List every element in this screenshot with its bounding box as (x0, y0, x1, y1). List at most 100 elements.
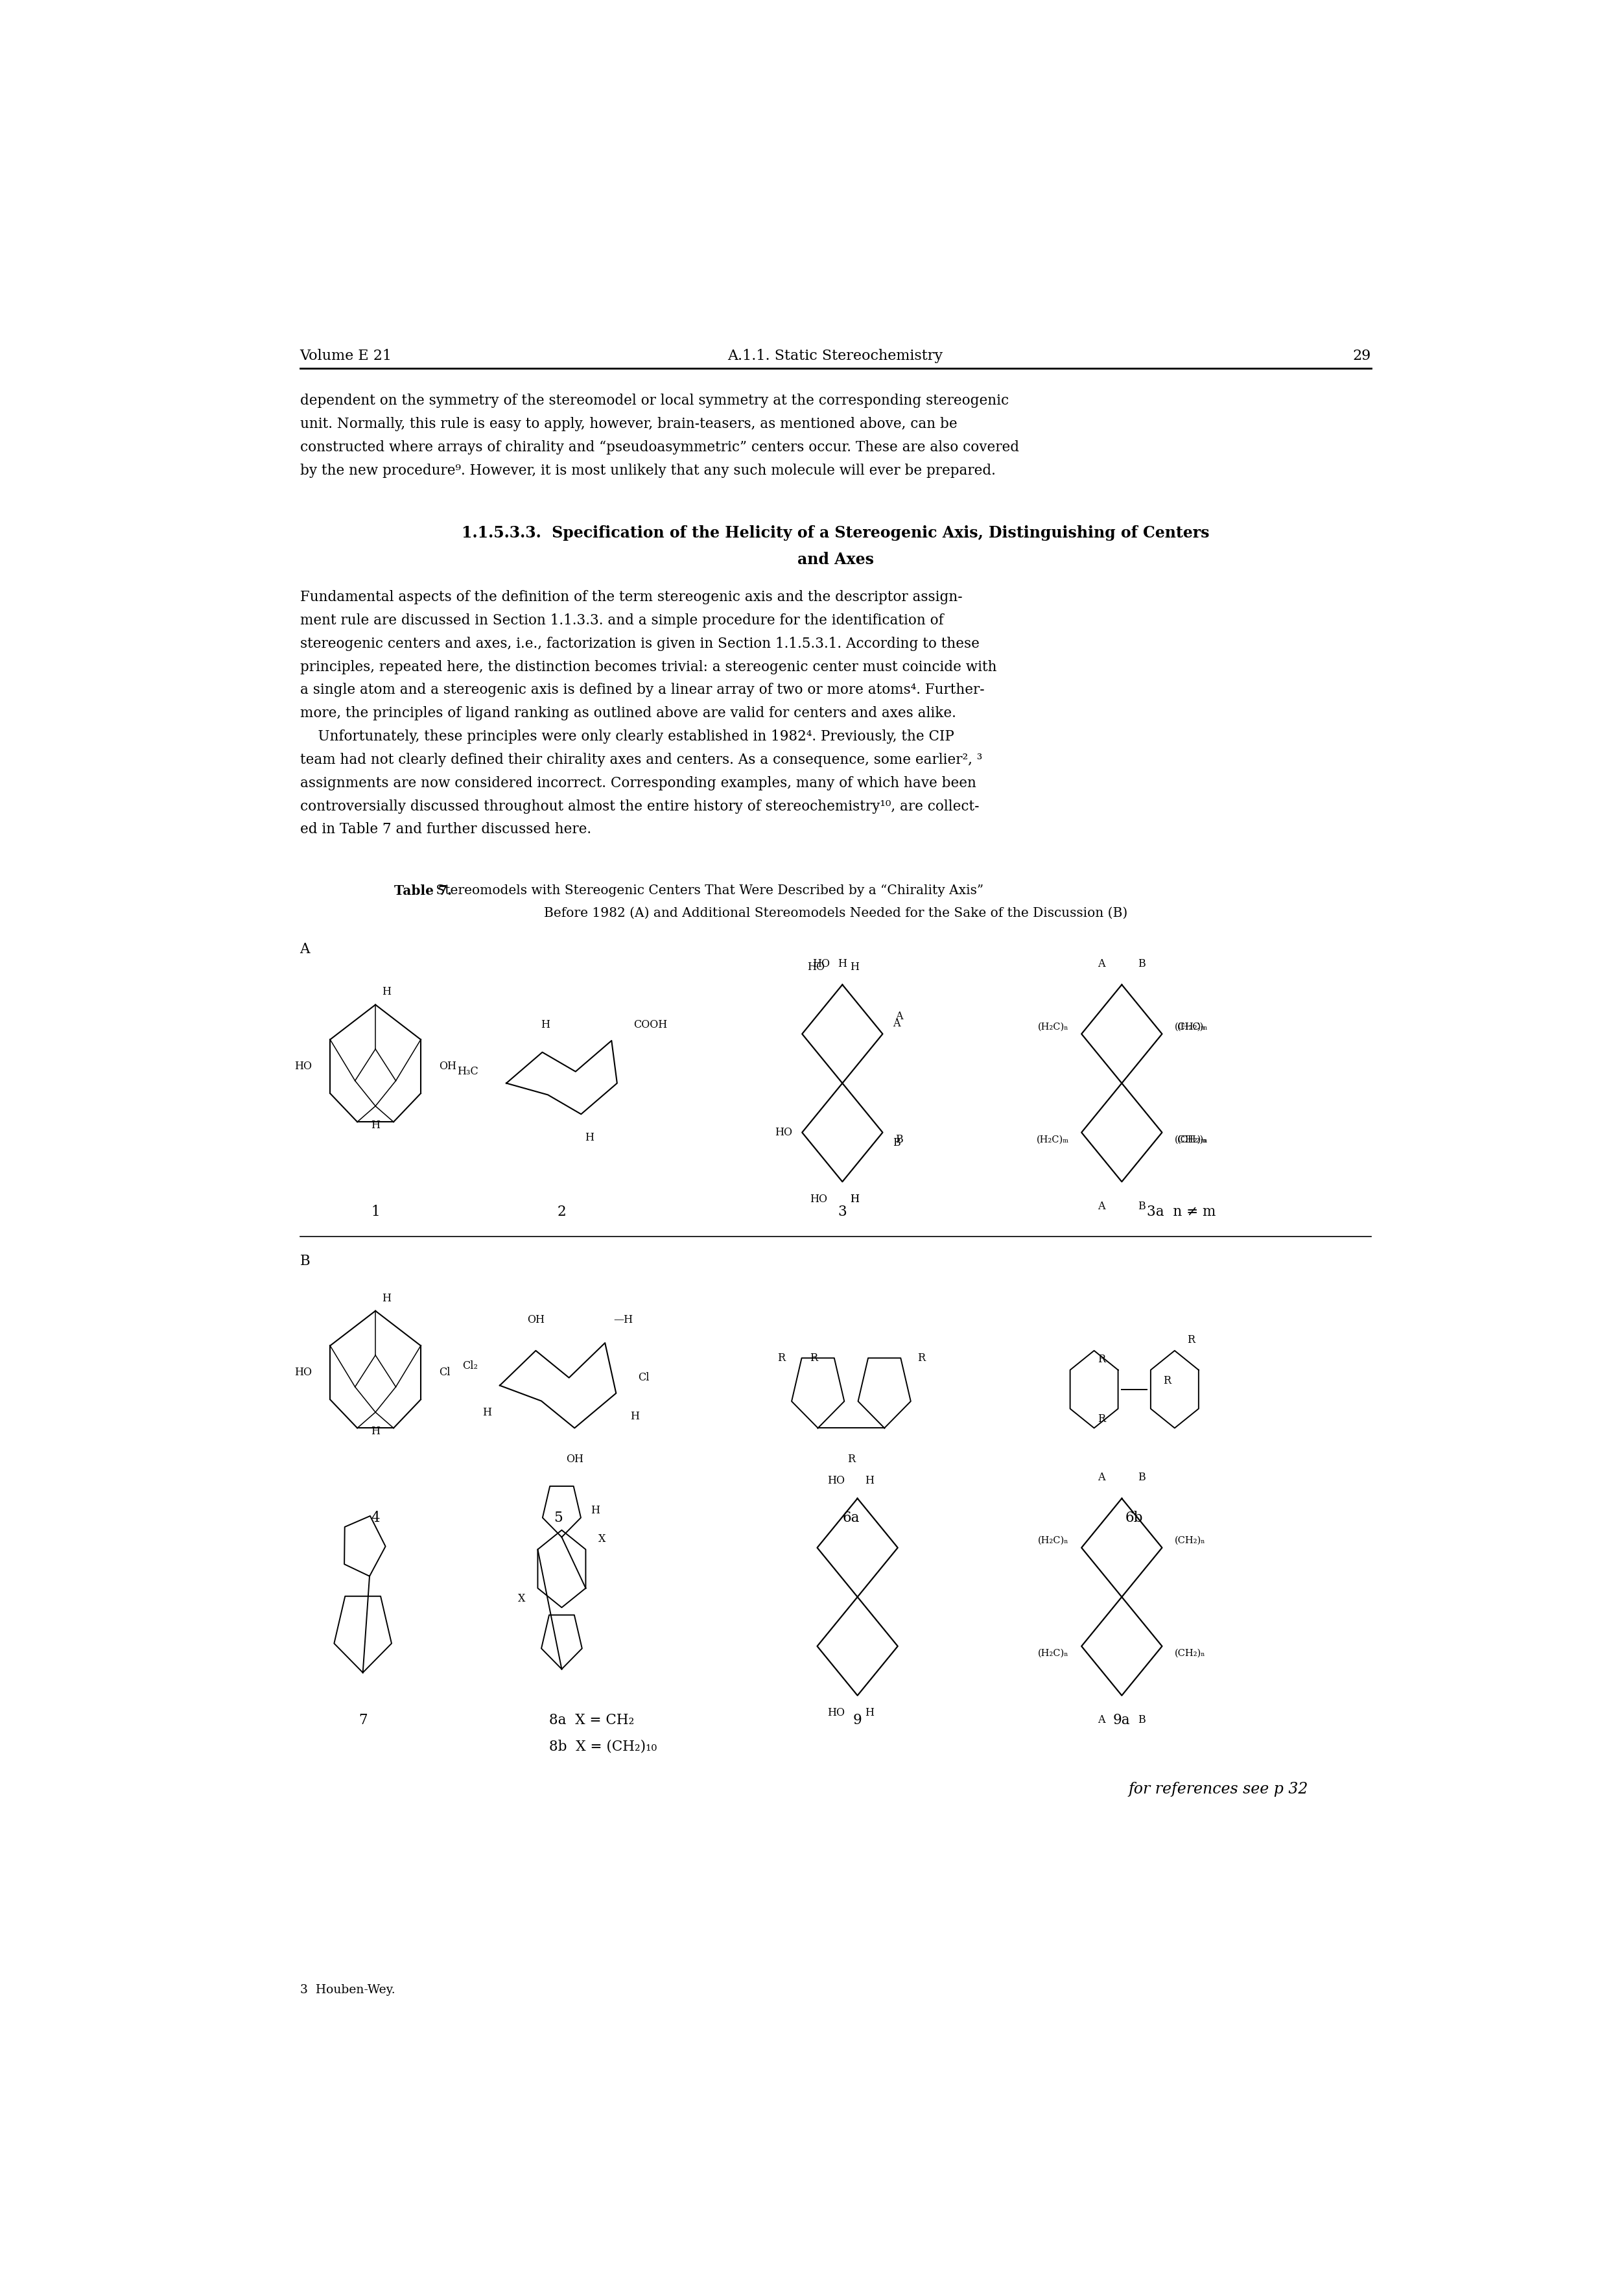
Text: 1.1.5.3.3.  Specification of the Helicity of a Stereogenic Axis, Distinguishing : 1.1.5.3.3. Specification of the Helicity… (461, 526, 1210, 542)
Text: OH: OH (528, 1314, 544, 1325)
Text: H: H (382, 1293, 391, 1305)
Text: A.1.1. Static Stereochemistry: A.1.1. Static Stereochemistry (728, 350, 944, 363)
Text: Unfortunately, these principles were only clearly established in 1982⁴. Previous: Unfortunately, these principles were onl… (300, 729, 953, 745)
Text: assignments are now considered incorrect. Corresponding examples, many of which : assignments are now considered incorrect… (300, 777, 976, 791)
Text: for references see p 32: for references see p 32 (1129, 1782, 1307, 1796)
Text: H: H (370, 1120, 380, 1131)
Text: and Axes: and Axes (797, 551, 874, 567)
Text: 3a  n ≠ m: 3a n ≠ m (1147, 1204, 1216, 1218)
Text: 4: 4 (370, 1510, 380, 1524)
Text: R: R (778, 1353, 784, 1364)
Text: 8b  X = (CH₂)₁₀: 8b X = (CH₂)₁₀ (549, 1739, 656, 1753)
Text: by the new procedure⁹. However, it is most unlikely that any such molecule will : by the new procedure⁹. However, it is mo… (300, 464, 996, 478)
Text: X: X (598, 1533, 606, 1545)
Text: B: B (1138, 957, 1145, 969)
Text: (CH₂)ₙ: (CH₂)ₙ (1174, 1650, 1205, 1659)
Text: 2: 2 (557, 1204, 567, 1218)
Text: H: H (849, 1193, 859, 1204)
Text: dependent on the symmetry of the stereomodel or local symmetry at the correspond: dependent on the symmetry of the stereom… (300, 393, 1009, 409)
Text: Fundamental aspects of the definition of the term stereogenic axis and the descr: Fundamental aspects of the definition of… (300, 590, 963, 606)
Text: H: H (591, 1506, 599, 1517)
Text: HO: HO (294, 1060, 312, 1072)
Text: HO: HO (775, 1127, 793, 1138)
Text: R: R (810, 1353, 817, 1364)
Text: constructed where arrays of chirality and “pseudoasymmetric” centers occur. Thes: constructed where arrays of chirality an… (300, 441, 1018, 455)
Text: R: R (918, 1353, 926, 1364)
Text: stereogenic centers and axes, i.e., factorization is given in Section 1.1.5.3.1.: stereogenic centers and axes, i.e., fact… (300, 638, 979, 651)
Text: H: H (585, 1131, 594, 1142)
Text: B: B (300, 1254, 310, 1268)
Text: H: H (838, 957, 846, 969)
Text: B: B (1138, 1472, 1145, 1483)
Text: a single atom and a stereogenic axis is defined by a linear array of two or more: a single atom and a stereogenic axis is … (300, 683, 984, 697)
Text: A: A (1098, 1472, 1106, 1483)
Text: A: A (1098, 1714, 1106, 1725)
Text: H: H (849, 962, 859, 973)
Text: A: A (1098, 1202, 1106, 1211)
Text: 6a: 6a (843, 1510, 859, 1524)
Text: B: B (1138, 1202, 1145, 1211)
Text: B: B (895, 1133, 903, 1145)
Text: A: A (893, 1017, 900, 1028)
Text: H: H (866, 1707, 874, 1718)
Text: 29: 29 (1353, 350, 1371, 363)
Text: (CH₂)ₙ: (CH₂)ₙ (1174, 1021, 1205, 1031)
Text: B: B (893, 1138, 900, 1149)
Text: unit. Normally, this rule is easy to apply, however, brain-teasers, as mentioned: unit. Normally, this rule is easy to app… (300, 418, 957, 432)
Text: 8a  X = CH₂: 8a X = CH₂ (549, 1714, 635, 1727)
Text: H₃C: H₃C (458, 1067, 479, 1076)
Text: Cl: Cl (638, 1373, 650, 1382)
Text: Cl: Cl (438, 1366, 450, 1378)
Text: (CH₂)ₙ: (CH₂)ₙ (1174, 1536, 1205, 1545)
Text: 7: 7 (359, 1714, 367, 1727)
Text: (H₂C)ₙ: (H₂C)ₙ (1038, 1021, 1069, 1031)
Text: H: H (382, 987, 391, 999)
Text: 1: 1 (370, 1204, 380, 1218)
Text: X: X (518, 1593, 525, 1604)
Text: HO: HO (810, 1193, 827, 1204)
Text: Cl₂: Cl₂ (463, 1360, 477, 1371)
Text: COOH: COOH (633, 1019, 667, 1031)
Text: 6b: 6b (1125, 1510, 1143, 1524)
Text: ed in Table 7 and further discussed here.: ed in Table 7 and further discussed here… (300, 823, 591, 836)
Text: H: H (482, 1408, 492, 1419)
Text: R: R (1187, 1334, 1195, 1346)
Text: (CH₂)ₙ: (CH₂)ₙ (1177, 1136, 1208, 1145)
Text: 9: 9 (853, 1714, 862, 1727)
Text: H: H (866, 1476, 874, 1485)
Text: H: H (541, 1019, 549, 1031)
Text: ment rule are discussed in Section 1.1.3.3. and a simple procedure for the ident: ment rule are discussed in Section 1.1.3… (300, 612, 944, 628)
Text: Stereomodels with Stereogenic Centers That Were Described by a “Chirality Axis”: Stereomodels with Stereogenic Centers Th… (432, 884, 984, 896)
Text: (H₂C)ₙ: (H₂C)ₙ (1038, 1536, 1069, 1545)
Text: 9a: 9a (1112, 1714, 1130, 1727)
Text: HO: HO (827, 1476, 844, 1485)
Text: R: R (848, 1453, 856, 1465)
Text: B: B (1138, 1714, 1145, 1725)
Text: 3  Houben-Wey.: 3 Houben-Wey. (300, 1983, 395, 1997)
Text: HO: HO (294, 1366, 312, 1378)
Text: (H₂C)ₘ: (H₂C)ₘ (1036, 1136, 1069, 1145)
Text: A: A (895, 1010, 903, 1021)
Text: R: R (1163, 1376, 1171, 1387)
Text: (CH₂)ₘ: (CH₂)ₘ (1174, 1136, 1207, 1145)
Text: —H: —H (614, 1314, 633, 1325)
Text: 5: 5 (554, 1510, 562, 1524)
Text: (H₂C)ₙ: (H₂C)ₙ (1177, 1021, 1208, 1031)
Text: H: H (370, 1426, 380, 1437)
Text: 3: 3 (838, 1204, 846, 1218)
Text: OH: OH (438, 1060, 456, 1072)
Text: A: A (300, 941, 310, 957)
Text: HO: HO (827, 1707, 844, 1718)
Text: more, the principles of ligand ranking as outlined above are valid for centers a: more, the principles of ligand ranking a… (300, 706, 957, 720)
Text: A: A (1098, 957, 1106, 969)
Text: OH: OH (565, 1453, 583, 1465)
Text: Table 7.: Table 7. (395, 884, 451, 898)
Text: principles, repeated here, the distinction becomes trivial: a stereogenic center: principles, repeated here, the distincti… (300, 660, 997, 674)
Text: H: H (849, 1193, 859, 1204)
Text: R: R (1098, 1355, 1106, 1364)
Text: H: H (630, 1410, 638, 1421)
Text: controversially discussed throughout almost the entire history of stereochemistr: controversially discussed throughout alm… (300, 800, 979, 813)
Text: HO: HO (807, 962, 825, 973)
Text: Before 1982 (A) and Additional Stereomodels Needed for the Sake of the Discussio: Before 1982 (A) and Additional Stereomod… (544, 907, 1127, 919)
Text: team had not clearly defined their chirality axes and centers. As a consequence,: team had not clearly defined their chira… (300, 752, 983, 768)
